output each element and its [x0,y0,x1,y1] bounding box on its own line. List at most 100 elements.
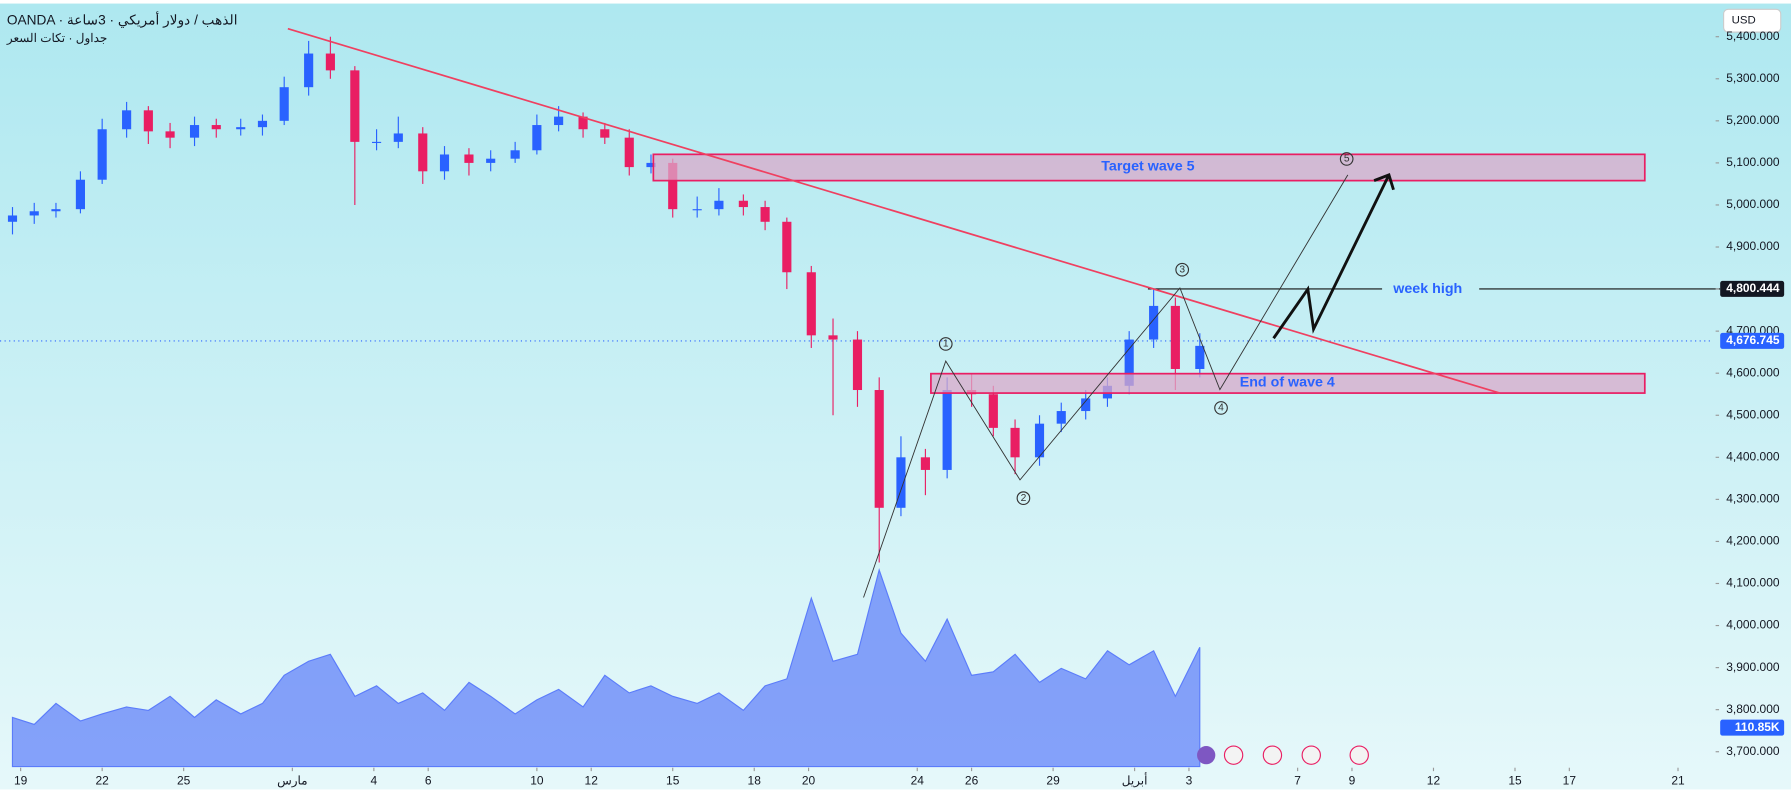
x-tick-label: 15 [666,774,680,788]
candle-body [738,200,748,208]
candle-body [418,133,428,172]
trendline [287,27,1500,394]
candle-body [1124,339,1134,386]
x-tick-label: 3 [1186,774,1193,788]
candle-body [372,141,382,144]
wave-circle [938,337,953,351]
candle-body [874,390,884,508]
candle-body [350,70,360,142]
candle-body [714,200,724,210]
candle-body [75,179,85,210]
candle-body [439,154,450,172]
projection-arrow [1272,174,1391,340]
candle-body [852,339,863,391]
event-icon [1301,745,1321,765]
candle-body [1056,411,1066,424]
candle-body [920,457,930,470]
candle-body [304,53,314,88]
wave-circle [1016,491,1031,506]
x-tick-label: 12 [1427,774,1441,788]
y-tick-label: 5,000.000 [1726,197,1780,211]
x-tick-label: 21 [1671,774,1685,788]
event-icons [1197,745,1369,765]
y-tick-label: 3,700.000 [1726,744,1780,758]
x-tick-label: 9 [1349,774,1356,788]
wave-number: 1 [943,339,949,350]
wave-circle [1339,152,1354,166]
event-icon [1223,745,1244,765]
x-tick-label: 20 [802,774,816,788]
x-tick-label: 29 [1046,774,1060,788]
candle-body [189,125,200,138]
candle-body [782,221,792,273]
candle-body [486,158,496,163]
candle-body [257,120,268,128]
x-tick-label: 17 [1563,774,1577,788]
y-tick-label: 4,200.000 [1726,534,1780,548]
target-label: Target wave 5 [1101,159,1194,175]
y-tick-label: 5,200.000 [1726,113,1780,127]
y-tick-label: 3,800.000 [1726,702,1780,716]
candle-body [1010,427,1020,458]
candle-body [806,272,816,336]
y-tick-label: 4,600.000 [1726,365,1780,379]
candle-body [668,162,678,210]
x-tick-label: 7 [1294,774,1301,788]
candle-body [97,129,107,180]
x-tick-label: 25 [177,774,191,788]
x-tick-label: 6 [425,774,432,788]
current-price: 4,676.745 [1726,333,1780,347]
y-tick-label: 4,300.000 [1726,492,1780,506]
y-tick-label: 5,100.000 [1726,155,1780,169]
current-volume-box [1720,719,1785,736]
candle-body [1149,305,1159,340]
candle-body [7,215,18,222]
candle-body [1081,398,1091,412]
candle-body [896,457,906,508]
candle-body [554,116,564,126]
event-icon [1197,746,1216,765]
wave-circle [1214,401,1228,415]
candle-body [236,127,246,130]
x-tick-label: 26 [965,774,979,788]
y-tick-label: 4,500.000 [1726,407,1780,421]
wave4-label: End of wave 4 [1240,375,1335,391]
y-tick-label: 5,400.000 [1726,29,1780,43]
candle-body [760,207,770,222]
event-icon [1349,745,1369,765]
current-price-box [1720,332,1785,349]
x-tick-label: 4 [371,774,378,788]
plot-area [0,36,1721,768]
y-tick-label: 4,900.000 [1726,239,1780,253]
x-tick-label: 22 [95,774,109,788]
y-tick-label: 4,000.000 [1726,618,1780,632]
symbol-subtitle: جداول · تكات السعر [6,31,107,45]
y-tick-label: 4,100.000 [1726,576,1780,590]
wave-number: 3 [1179,264,1185,275]
target-zone [652,153,1646,182]
candle-body [279,87,289,121]
currency-label[interactable]: USD [1732,15,1756,27]
candle-body [692,209,702,211]
candle-body [624,137,634,168]
x-tick-label: 10 [530,774,544,788]
x-tick-label: 15 [1508,774,1522,788]
current-volume: 110.85K [1735,720,1780,734]
candle-body [1170,305,1180,369]
arrow-head [1373,173,1395,191]
wave4-zone [930,372,1646,394]
candle-body [325,53,335,71]
candle-body [393,133,403,142]
candle-body [143,110,153,132]
candle-body [1195,345,1205,369]
x-tick-label: 24 [911,774,925,788]
candle-body [51,209,61,212]
candle-body [464,154,474,163]
x-tick-label: أبريل [1122,773,1148,788]
y-tick-label: 5,300.000 [1726,71,1780,85]
week-high-price: 4,800.444 [1726,281,1780,295]
x-tick-label: 12 [585,774,599,788]
currency-button[interactable] [1723,8,1782,33]
candle-body [942,390,952,470]
